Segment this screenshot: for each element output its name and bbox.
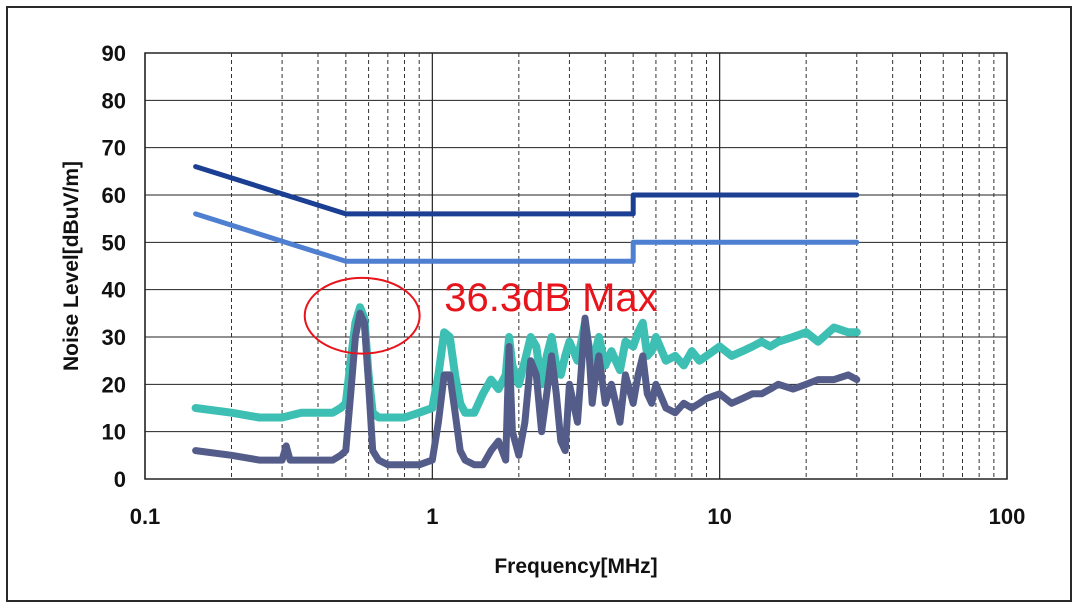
chart-frame: 36.3dB Max 0 10 20 30 40 50 60 70 80 90 0.1 1 10 100… [6, 6, 1072, 602]
series-line-limit-lower [193, 211, 860, 264]
y-axis-label: Noise Level[dBuV/m] [60, 161, 83, 371]
x-tick-label: 0.1 [130, 504, 161, 529]
y-tick-label: 90 [102, 41, 126, 66]
series-line-limit-upper [193, 164, 860, 217]
y-tick-label: 20 [102, 372, 126, 397]
series-layer [191, 164, 861, 469]
x-tick-labels: 0.1 1 10 100 [130, 504, 1026, 529]
noise-level-chart: 36.3dB Max 0 10 20 30 40 50 60 70 80 90 0.1 1 10 100… [60, 41, 1026, 578]
annotation-layer: 36.3dB Max [303, 276, 658, 355]
x-axis-label: Frequency[MHz] [494, 555, 657, 578]
peak-marker-ellipse [303, 276, 421, 355]
series-line-average [192, 309, 861, 469]
y-tick-label: 80 [102, 88, 126, 113]
max-value-annotation: 36.3dB Max [444, 276, 657, 320]
y-tick-label: 30 [102, 325, 126, 350]
x-tick-label: 100 [989, 504, 1026, 529]
y-tick-label: 70 [102, 136, 126, 161]
y-tick-label: 0 [114, 467, 126, 492]
y-tick-label: 50 [102, 230, 126, 255]
y-tick-labels: 0 10 20 30 40 50 60 70 80 90 [102, 41, 126, 492]
y-tick-label: 60 [102, 183, 126, 208]
x-tick-label: 10 [707, 504, 731, 529]
y-tick-label: 40 [102, 278, 126, 303]
x-tick-label: 1 [426, 504, 438, 529]
y-tick-label: 10 [102, 420, 126, 445]
